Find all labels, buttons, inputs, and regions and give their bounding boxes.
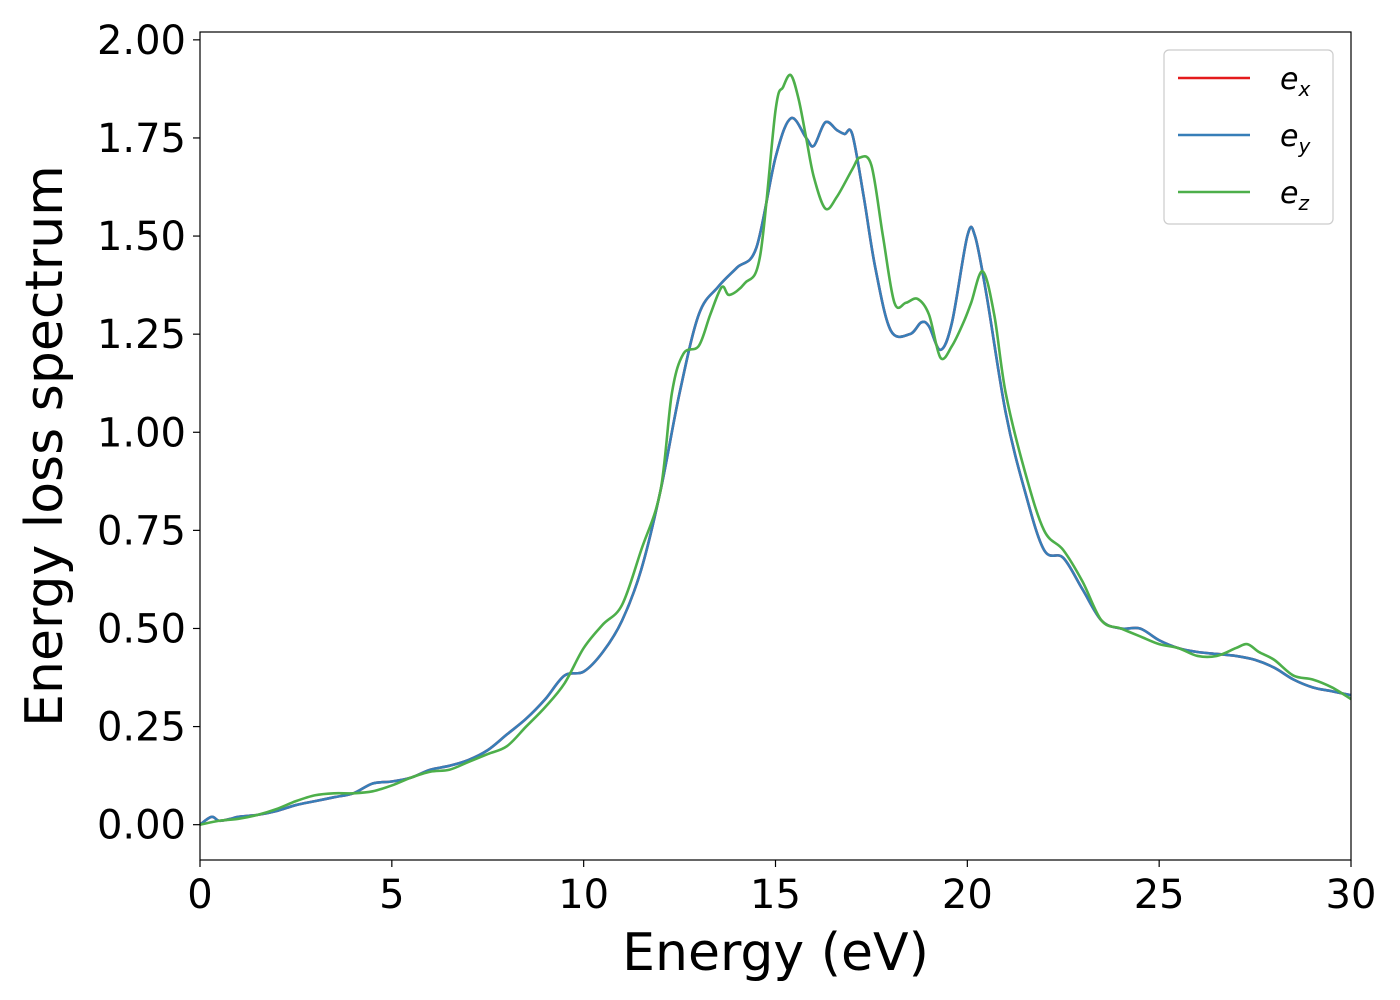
y-tick-label: 1.50 [97, 214, 186, 260]
y-tick-label: 1.00 [97, 410, 186, 456]
y-tick-label: 0.00 [97, 803, 186, 849]
legend: ex ey ez [1163, 49, 1334, 225]
y-tick-label: 1.25 [97, 312, 186, 358]
x-tick-label: 15 [750, 872, 801, 918]
x-tick-label: 5 [379, 872, 404, 918]
series-line-z [199, 73, 1352, 826]
x-tick-label: 10 [558, 872, 609, 918]
legend-label-y: ey [1280, 119, 1311, 158]
plot-area [199, 73, 1352, 826]
x-axis: 0 5 10 15 20 25 30 [187, 860, 1376, 918]
y-tick-label: 0.25 [97, 705, 186, 751]
x-axis-label: Energy (eV) [622, 923, 929, 983]
y-tick-label: 0.75 [97, 508, 186, 554]
legend-label-x: ex [1280, 62, 1310, 101]
y-tick-label: 0.50 [97, 606, 186, 652]
x-tick-label: 25 [1134, 872, 1185, 918]
y-axis-label: Energy loss spectrum [15, 165, 75, 727]
y-tick-label: 1.75 [97, 116, 186, 162]
legend-box [1163, 49, 1334, 225]
x-tick-label: 20 [942, 872, 993, 918]
y-axis: 0.00 0.25 0.50 0.75 1.00 1.25 1.50 1.75 2.00 [97, 18, 200, 849]
y-tick-label: 2.00 [97, 18, 186, 64]
x-tick-label: 0 [187, 872, 212, 918]
x-tick-label: 30 [1326, 872, 1377, 918]
legend-label-z: ez [1280, 176, 1309, 215]
